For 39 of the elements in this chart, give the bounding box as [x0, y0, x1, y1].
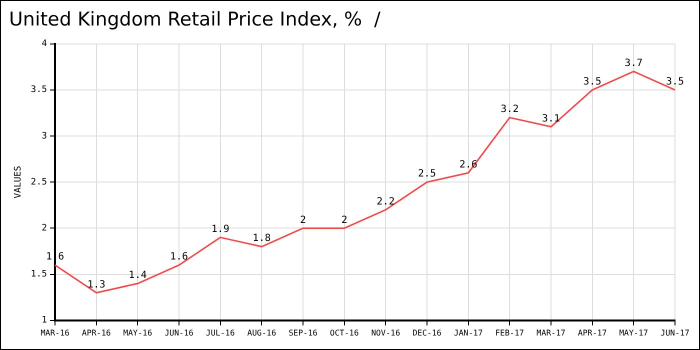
data-label: 1.4	[128, 270, 147, 282]
x-tick-label: DEC-16	[412, 328, 442, 338]
data-label: 3.1	[542, 113, 560, 124]
data-label: 3.5	[666, 76, 684, 88]
data-label: 1.6	[170, 252, 188, 263]
data-label: 1.9	[211, 224, 230, 236]
x-tick-label: SEP-16	[288, 328, 318, 338]
chart-title: United Kingdom Retail Price Index, % /	[9, 8, 382, 30]
y-tick-label: 2	[42, 224, 48, 234]
y-tick-label: 4	[42, 39, 48, 50]
x-tick-label: APR-17	[578, 328, 607, 338]
data-label: 1.3	[87, 279, 106, 290]
data-label: 3.2	[500, 104, 519, 116]
x-tick-label: MAR-16	[40, 328, 70, 338]
x-tick-label: MAY-16	[123, 328, 152, 338]
x-tick-label: JUN-17	[660, 328, 690, 338]
y-tick-label: 1	[42, 316, 48, 326]
x-tick-label: MAY-17	[619, 328, 648, 338]
data-label: 2.2	[376, 196, 395, 208]
x-tick-label: JUN-16	[164, 328, 194, 338]
data-label: 3.5	[583, 76, 602, 88]
data-label: 2.5	[418, 168, 436, 180]
data-label: 2	[341, 214, 348, 226]
data-label: 2	[300, 214, 306, 226]
y-tick-label: 3	[42, 131, 48, 142]
y-axis-title: VALUES	[14, 166, 24, 198]
x-tick-label: MAR-17	[536, 328, 566, 338]
x-tick-label: JUL-16	[206, 328, 236, 338]
data-label: 1.8	[252, 233, 271, 244]
x-tick-label: NOV-16	[371, 328, 400, 338]
x-tick-label: JAN-17	[454, 328, 483, 338]
x-tick-label: AUG-16	[247, 328, 276, 338]
x-tick-label: APR-16	[82, 328, 112, 338]
y-tick-label: 3.5	[30, 85, 48, 96]
x-tick-label: FEB-17	[495, 328, 524, 338]
data-label: 3.7	[624, 58, 643, 70]
y-tick-label: 1.5	[30, 270, 48, 280]
y-tick-label: 2.5	[30, 177, 48, 188]
x-tick-label: OCT-16	[330, 328, 359, 338]
